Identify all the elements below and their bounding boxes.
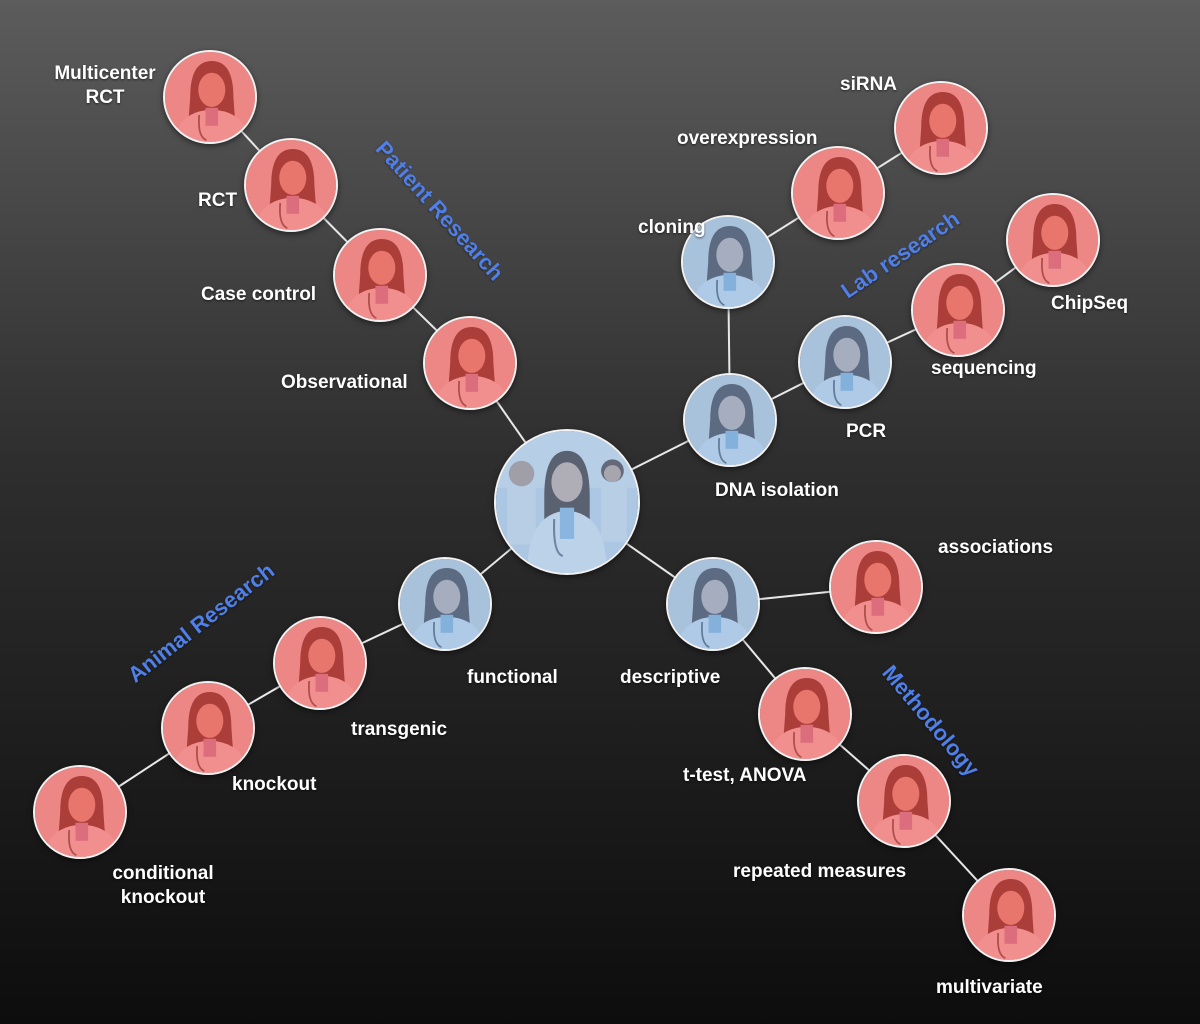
doctor-portrait-icon	[668, 559, 758, 649]
label-rct: RCT	[198, 190, 238, 211]
doctor-portrait-icon	[913, 265, 1003, 355]
node-transgenic[interactable]	[273, 616, 367, 710]
node-conditional-knockout[interactable]	[33, 765, 127, 859]
doctor-portrait-icon	[163, 683, 253, 773]
doctor-portrait-icon	[793, 148, 883, 238]
node-knockout[interactable]	[161, 681, 255, 775]
node-cloning[interactable]	[681, 215, 775, 309]
doctor-portrait-icon	[685, 375, 775, 465]
label-knockout: knockout	[232, 774, 317, 795]
label-repeated-measures: repeated measures	[733, 861, 907, 882]
label-case-control: Case control	[201, 284, 317, 305]
node-multicenter-rct[interactable]	[163, 50, 257, 144]
center-team-photo-node[interactable]	[494, 429, 640, 575]
label-line: conditional	[112, 863, 214, 884]
node-multivariate[interactable]	[962, 868, 1056, 962]
doctor-portrait-icon	[896, 83, 986, 173]
node-rct[interactable]	[244, 138, 338, 232]
node-descriptive[interactable]	[666, 557, 760, 651]
node-observational[interactable]	[423, 316, 517, 410]
doctor-portrait-icon	[425, 318, 515, 408]
doctor-portrait-icon	[246, 140, 336, 230]
doctor-portrait-icon	[400, 559, 490, 649]
doctor-portrait-icon	[760, 669, 850, 759]
label-line: Multicenter	[54, 63, 156, 84]
label-multivariate: multivariate	[936, 977, 1043, 998]
label-multicenter-rct: Multicenter RCT	[46, 62, 164, 110]
label-functional: functional	[467, 667, 558, 688]
node-case-control[interactable]	[333, 228, 427, 322]
doctor-team-photo-icon	[496, 431, 638, 573]
label-chipseq: ChipSeq	[1051, 293, 1129, 314]
node-pcr[interactable]	[798, 315, 892, 409]
node-dna-isolation[interactable]	[683, 373, 777, 467]
doctor-portrait-icon	[275, 618, 365, 708]
node-sirna[interactable]	[894, 81, 988, 175]
doctor-portrait-icon	[964, 870, 1054, 960]
node-associations[interactable]	[829, 540, 923, 634]
doctor-portrait-icon	[335, 230, 425, 320]
node-functional[interactable]	[398, 557, 492, 651]
doctor-portrait-icon	[859, 756, 949, 846]
label-line: knockout	[120, 887, 206, 908]
label-overexpression: overexpression	[677, 128, 818, 149]
doctor-portrait-icon	[831, 542, 921, 632]
doctor-portrait-icon	[1008, 195, 1098, 285]
label-cloning: cloning	[638, 217, 706, 238]
label-associations: associations	[938, 537, 1054, 558]
doctor-portrait-icon	[683, 217, 773, 307]
label-sirna: siRNA	[840, 74, 898, 95]
label-dna-isolation: DNA isolation	[715, 480, 839, 501]
node-sequencing[interactable]	[911, 263, 1005, 357]
label-transgenic: transgenic	[351, 719, 448, 740]
doctor-portrait-icon	[165, 52, 255, 142]
node-chipseq[interactable]	[1006, 193, 1100, 287]
doctor-portrait-icon	[35, 767, 125, 857]
label-t-test-anova: t-test, ANOVA	[683, 765, 807, 786]
label-line: RCT	[85, 87, 125, 108]
node-overexpression[interactable]	[791, 146, 885, 240]
doctor-portrait-icon	[800, 317, 890, 407]
label-sequencing: sequencing	[931, 358, 1037, 379]
node-t-test-anova[interactable]	[758, 667, 852, 761]
node-repeated-measures[interactable]	[857, 754, 951, 848]
label-pcr: PCR	[846, 421, 887, 442]
label-conditional-knockout: conditional knockout	[104, 862, 222, 910]
label-descriptive: descriptive	[620, 667, 721, 688]
label-observational: Observational	[281, 372, 408, 393]
